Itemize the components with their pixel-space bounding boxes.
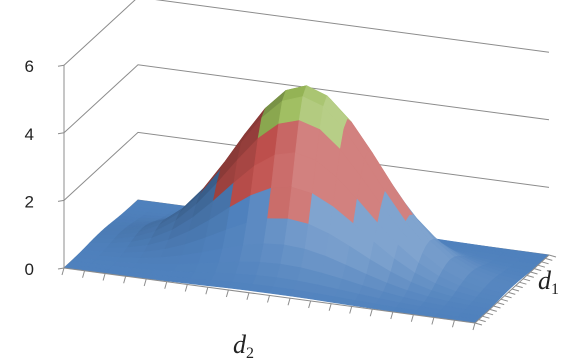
surface-cell-9-4	[263, 218, 289, 246]
x-axis-title-subscript: 2	[246, 345, 254, 362]
z-axis-tick-4	[57, 132, 65, 135]
y-axis-tick-6	[497, 302, 505, 306]
y-axis-tick-8	[504, 295, 512, 299]
z-axis-tick-2	[57, 199, 65, 202]
x-axis-title-base: d	[233, 330, 247, 359]
x-axis-tick-14	[349, 306, 353, 314]
z-tick-label-0: 0	[25, 260, 34, 279]
surface-cell-9-3	[259, 243, 285, 265]
x-axis-tick-20	[472, 322, 476, 331]
x-axis-tick-4	[143, 278, 147, 287]
y-axis-tick-2	[482, 315, 490, 319]
z-tick-label-2: 4	[25, 125, 34, 144]
x-axis-tick-18	[431, 317, 435, 325]
y-axis-tick-7	[500, 298, 509, 302]
surface-cell-0-8	[93, 234, 119, 240]
surface-cell-8-4	[242, 218, 268, 246]
z-axis-tick-0	[57, 267, 65, 270]
surface-cell-2-4	[119, 251, 145, 259]
surface-cell-10-5	[287, 186, 313, 225]
surface-cell-10-3	[280, 244, 306, 269]
y-axis-line	[474, 254, 550, 324]
x-axis-title: d2	[233, 330, 254, 362]
x-axis-tick-17	[410, 314, 414, 322]
surface-cell-8-2	[235, 261, 261, 276]
x-axis-tick-1	[82, 270, 86, 278]
x-axis-tick-6	[184, 284, 188, 292]
y-axis-tick-3	[485, 312, 494, 316]
x-axis-tick-3	[123, 276, 127, 284]
y-axis-tick-0	[474, 322, 483, 326]
gridline-z-2	[63, 131, 550, 201]
y-axis-tick-12	[519, 281, 527, 285]
chart-axes	[57, 64, 557, 331]
surface-cell-5-2	[173, 263, 199, 273]
y-axis-tick-13	[522, 278, 531, 282]
x-axis-tick-2	[102, 273, 106, 281]
y-axis-tick-17	[537, 264, 546, 268]
x-axis-tick-10	[267, 295, 270, 303]
x-axis-tick-11	[287, 298, 291, 306]
y-axis-title-subscript: 1	[551, 281, 559, 298]
y-axis-tick-14	[526, 274, 534, 278]
gridline-z-6	[63, 0, 550, 66]
gridline-z-4	[63, 64, 550, 134]
surface-cell-10-4	[283, 218, 309, 250]
x-axis-tick-13	[328, 303, 332, 311]
surface-plot	[63, 85, 550, 324]
x-axis-tick-12	[308, 300, 312, 309]
y-axis-tick-4	[489, 308, 497, 312]
surface-cell-7-2	[215, 261, 240, 275]
x-axis-tick-7	[205, 287, 209, 295]
y-axis-tick-18	[541, 261, 549, 265]
side-wall	[64, 0, 138, 268]
y-axis-tick-19	[545, 257, 553, 261]
y-axis-tick-1	[478, 319, 486, 323]
y-axis-title-base: d	[538, 266, 552, 295]
z-axis-tick-labels: 0 2 4 6	[25, 57, 34, 279]
y-axis-tick-15	[530, 271, 538, 275]
surface-cell-9-5	[267, 186, 293, 220]
x-axis-tick-0	[61, 267, 65, 276]
z-tick-label-3: 6	[25, 57, 34, 76]
z-tick-label-1: 2	[25, 192, 34, 211]
y-axis-tick-10	[511, 288, 520, 292]
y-axis-tick-9	[508, 291, 516, 295]
y-axis-title: d1	[538, 266, 559, 298]
x-axis-tick-8	[225, 289, 229, 298]
y-axis-tick-20	[548, 254, 557, 258]
x-axis-tick-9	[246, 292, 250, 300]
surface-cell-6-2	[194, 262, 220, 274]
x-axis-tick-5	[164, 281, 168, 289]
z-axis-tick-6	[57, 64, 65, 67]
surface-cell-8-3	[239, 243, 265, 263]
y-axis-tick-5	[493, 305, 501, 309]
surface-cell-9-6	[270, 152, 296, 189]
y-axis-tick-16	[534, 268, 542, 272]
y-axis-tick-11	[515, 285, 523, 289]
surface-cell-9-2	[256, 261, 281, 279]
x-axis-tick-19	[451, 320, 455, 328]
surface-cell-10-6	[291, 152, 317, 194]
x-axis-tick-15	[369, 309, 373, 317]
x-axis-tick-16	[390, 311, 394, 320]
surface-cell-0-11	[104, 224, 130, 229]
